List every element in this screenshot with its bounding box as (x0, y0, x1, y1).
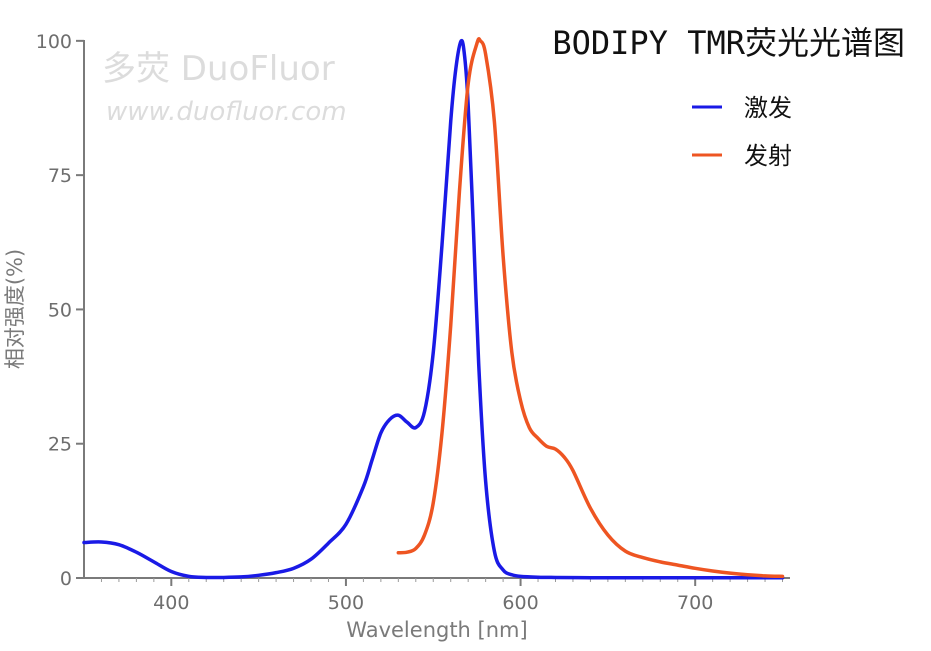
series-line-emission (396, 37, 785, 579)
x-axis-title: Wavelength [nm] (346, 618, 527, 642)
watermark-logo: 多荧 DuoFluor (102, 49, 335, 89)
series-line-excitation (82, 38, 785, 580)
series-lines (82, 37, 785, 580)
legend-label: 激发 (744, 94, 792, 122)
y-tick-label: 75 (48, 165, 72, 187)
x-tick-label: 700 (677, 592, 713, 614)
y-tick-label: 25 (48, 434, 72, 456)
y-tick-label: 0 (60, 568, 72, 590)
y-axis-ticks: 0 25 50 75 100 (36, 31, 84, 590)
legend-label: 发射 (744, 142, 792, 170)
watermark-url: www.duofluor.com (106, 97, 347, 127)
watermark: 多荧 DuoFluor www.duofluor.com (102, 49, 347, 127)
chart-title: BODIPY TMR荧光光谱图 (552, 24, 905, 62)
y-axis-title: 相对强度(%) (3, 249, 27, 369)
y-tick-label: 100 (36, 31, 72, 53)
x-axis-ticks: 400 500 600 700 (100, 578, 784, 614)
x-tick-label: 500 (328, 592, 364, 614)
x-tick-label: 400 (153, 592, 189, 614)
x-tick-label: 600 (502, 592, 538, 614)
y-tick-label: 50 (48, 299, 72, 321)
